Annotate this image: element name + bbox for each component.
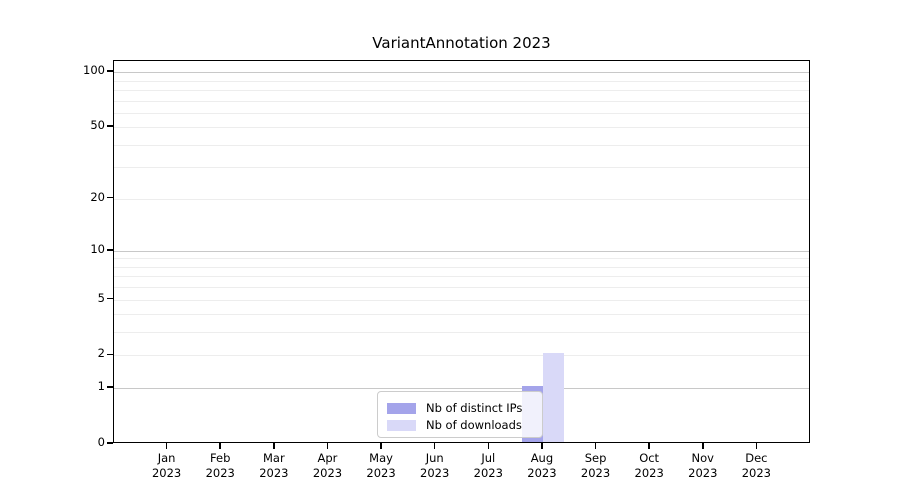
x-tick-label-line: Nov (691, 451, 714, 465)
x-tick-label-sep-2023: Sep 2023 (568, 451, 624, 481)
minor-gridline-y-3 (114, 332, 809, 334)
x-tick-label-oct-2023: Oct 2023 (621, 451, 677, 481)
x-tick-label-aug-2023: Aug 2023 (514, 451, 570, 481)
y-tick-10 (107, 249, 113, 251)
y-tick-label-100: 100 (83, 63, 105, 78)
plot-area (113, 60, 810, 443)
minor-gridline-y-20 (114, 198, 809, 200)
x-tick-jan-2023 (165, 443, 168, 449)
y-tick-1 (107, 386, 113, 388)
major-gridline-y-100 (114, 72, 809, 74)
x-tick-label-line: 2023 (741, 466, 772, 480)
x-tick-label-may-2023: May 2023 (353, 451, 409, 481)
x-tick-label-jul-2023: Jul 2023 (460, 451, 516, 481)
minor-gridline-y-2 (114, 355, 809, 357)
x-tick-dec-2023 (755, 443, 758, 449)
x-tick-label-line: Oct (639, 451, 660, 465)
x-tick-label-line: 2023 (366, 466, 396, 480)
legend-label-downloads: Nb of downloads (426, 418, 522, 432)
minor-gridline-y-7 (114, 276, 809, 278)
x-tick-label-jan-2023: Jan 2023 (139, 451, 195, 481)
x-tick-label-line: Sep (584, 451, 607, 465)
legend: Nb of distinct IPs Nb of downloads (377, 391, 543, 438)
x-tick-apr-2023 (326, 443, 329, 449)
x-tick-label-line: Jun (425, 451, 444, 465)
legend-label-distinct-ips: Nb of distinct IPs (426, 401, 523, 415)
minor-gridline-y-6 (114, 287, 809, 289)
legend-swatch-distinct-ips-icon (387, 402, 416, 414)
y-tick-100 (107, 70, 113, 72)
y-tick-label-1: 1 (97, 379, 105, 394)
minor-gridline-y-8 (114, 266, 809, 268)
legend-swatch-downloads-icon (387, 419, 416, 431)
x-tick-label-line: 2023 (259, 466, 289, 480)
x-tick-jul-2023 (487, 443, 490, 449)
chart-title: VariantAnnotation 2023 (372, 34, 551, 52)
x-tick-label-apr-2023: Apr 2023 (299, 451, 355, 481)
major-gridline-y-1 (114, 388, 809, 390)
x-tick-label-line: Dec (745, 451, 768, 465)
minor-gridline-y-60 (114, 112, 809, 114)
x-tick-label-line: 2023 (473, 466, 503, 480)
x-tick-may-2023 (380, 443, 382, 449)
minor-gridline-y-5 (114, 299, 809, 301)
x-tick-label-line: 2023 (688, 466, 718, 480)
x-tick-oct-2023 (648, 443, 650, 449)
x-tick-label-line: Jul (481, 451, 496, 465)
minor-gridline-y-40 (114, 144, 809, 146)
x-tick-label-line: 2023 (312, 466, 343, 480)
y-tick-label-10: 10 (90, 241, 105, 256)
x-tick-label-line: 2023 (151, 466, 182, 480)
minor-gridline-y-50 (114, 127, 809, 129)
x-tick-jun-2023 (433, 443, 436, 449)
x-tick-label-line: Jan (157, 451, 176, 465)
x-tick-label-line: Feb (210, 451, 231, 465)
x-tick-label-line: 2023 (205, 466, 235, 480)
y-tick-20 (107, 196, 113, 199)
x-tick-mar-2023 (273, 443, 275, 449)
legend-item-distinct-ips: Nb of distinct IPs (387, 401, 523, 415)
x-tick-feb-2023 (219, 443, 221, 449)
y-tick-2 (107, 353, 113, 356)
minor-gridline-y-9 (114, 258, 809, 260)
x-tick-label-line: Apr (317, 451, 338, 465)
minor-gridline-y-90 (114, 80, 809, 82)
x-tick-label-line: Aug (530, 451, 554, 465)
y-tick-label-0: 0 (97, 435, 105, 449)
x-tick-label-dec-2023: Dec 2023 (728, 451, 784, 481)
legend-item-downloads: Nb of downloads (387, 418, 522, 432)
minor-gridline-y-4 (114, 314, 809, 316)
x-tick-label-mar-2023: Mar 2023 (246, 451, 302, 481)
x-tick-label-line: 2023 (634, 466, 664, 480)
x-tick-label-line: 2023 (527, 466, 557, 480)
y-tick-0 (107, 442, 113, 444)
x-tick-label-line: May (369, 451, 393, 465)
x-tick-nov-2023 (702, 443, 704, 449)
x-tick-label-line: Mar (262, 451, 285, 465)
x-tick-label-feb-2023: Feb 2023 (192, 451, 248, 481)
y-tick-50 (107, 125, 113, 127)
y-tick-label-2: 2 (97, 346, 105, 361)
major-gridline-y-10 (114, 250, 809, 252)
x-tick-label-jun-2023: Jun 2023 (407, 451, 463, 481)
y-tick-label-50: 50 (90, 118, 105, 133)
y-tick-label-5: 5 (97, 290, 105, 305)
bar-nb-of-downloads-aug-2023 (542, 353, 564, 442)
x-tick-label-line: 2023 (580, 466, 611, 480)
x-tick-label-nov-2023: Nov 2023 (675, 451, 731, 481)
x-tick-sep-2023 (594, 443, 597, 449)
y-tick-5 (107, 297, 113, 300)
minor-gridline-y-30 (114, 167, 809, 169)
x-tick-label-line: 2023 (420, 466, 450, 480)
minor-gridline-y-80 (114, 89, 809, 91)
y-tick-label-20: 20 (90, 189, 105, 204)
minor-gridline-y-70 (114, 100, 809, 102)
x-tick-aug-2023 (541, 443, 543, 449)
